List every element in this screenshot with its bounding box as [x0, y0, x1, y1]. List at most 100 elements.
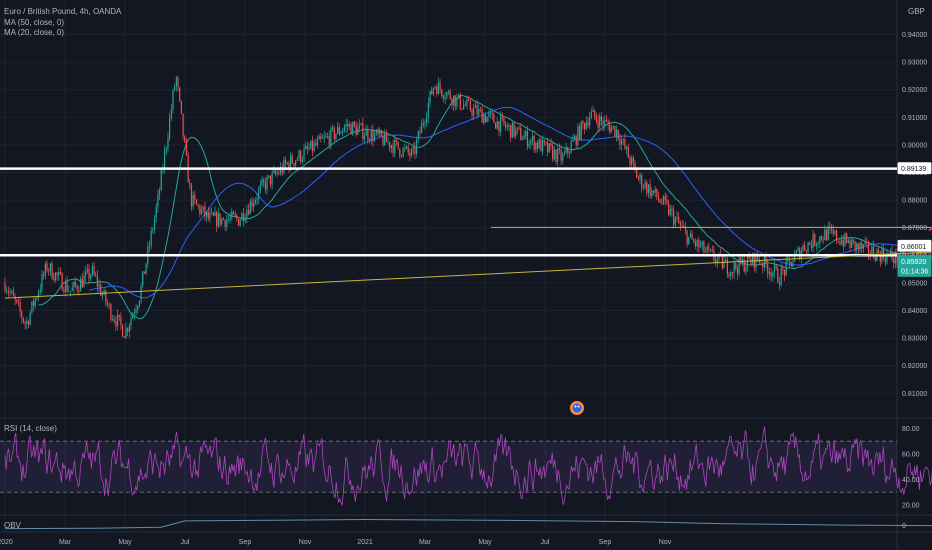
candle-body: [699, 245, 702, 248]
candle-body: [412, 147, 414, 150]
candle-body: [673, 210, 675, 225]
candle-body: [778, 282, 781, 285]
candle-body: [88, 268, 90, 279]
candle-body: [111, 319, 114, 320]
candle-body: [463, 104, 465, 109]
candle-body: [788, 258, 791, 262]
candle-body: [133, 312, 135, 315]
candle-body: [471, 110, 473, 116]
candle-body: [711, 249, 713, 251]
candle-body: [116, 314, 119, 327]
candle-body: [444, 97, 446, 99]
time-tick-label: May: [118, 539, 132, 546]
time-tick-label: Sep: [239, 539, 252, 546]
candle-body: [785, 260, 787, 276]
candle-body: [155, 206, 157, 219]
candle-body: [614, 126, 616, 137]
candle-body: [642, 187, 644, 189]
candle-body: [409, 152, 411, 156]
candle-body: [871, 246, 873, 255]
candle-body: [323, 136, 325, 139]
candle-body: [486, 116, 488, 123]
candle-body: [515, 129, 517, 137]
candle-body: [85, 271, 87, 277]
candle-body: [132, 314, 134, 319]
candle-body: [587, 122, 589, 126]
candle-body: [681, 225, 683, 227]
candle-body: [518, 127, 520, 129]
candle-body: [153, 218, 156, 230]
candle-body: [258, 189, 260, 199]
candle-body: [298, 150, 300, 160]
candle-body: [179, 87, 181, 101]
levels[interactable]: [0, 167, 897, 257]
obv-legend[interactable]: OBV: [4, 521, 21, 530]
candle-body: [293, 163, 295, 166]
rsi-line: [4, 426, 932, 506]
candle-body: [538, 139, 540, 149]
candle-body: [484, 115, 487, 123]
candle-body: [525, 131, 527, 136]
candle-body: [703, 241, 705, 253]
candle-body: [71, 287, 73, 291]
candle-body: [856, 243, 858, 250]
candle-body: [493, 114, 495, 123]
ma50-legend[interactable]: MA (50, close, 0): [4, 18, 65, 27]
candle-body: [164, 150, 166, 169]
time-tick-label: Nov: [659, 539, 672, 546]
candle-body: [375, 129, 377, 134]
candle-body: [64, 281, 67, 292]
candle-body: [706, 246, 708, 252]
candle-body: [338, 126, 340, 134]
support-badge[interactable]: 0.86001: [897, 239, 932, 252]
price-tick-label: 0.83000: [902, 336, 927, 343]
candle-body: [36, 297, 38, 299]
price-axis[interactable]: 0.940000.930000.920000.910000.900000.890…: [897, 32, 932, 530]
candle-body: [644, 182, 646, 188]
candle-body: [347, 124, 349, 127]
candle-body: [157, 194, 159, 207]
candle-body: [752, 253, 754, 264]
candle-body: [605, 120, 608, 122]
time-tick-label: Mar: [419, 539, 432, 546]
rsi-legend[interactable]: RSI (14, close): [4, 424, 57, 433]
candle-body: [22, 318, 25, 323]
candle-body: [137, 306, 139, 310]
candle-body: [108, 304, 110, 306]
candle-body: [209, 213, 211, 219]
candle-body: [446, 92, 448, 98]
candle-body: [313, 143, 315, 152]
candle-body: [442, 95, 445, 99]
candle-body: [53, 278, 55, 281]
candle-body: [666, 199, 668, 203]
candle-body: [506, 126, 508, 128]
trendlines[interactable]: [4, 226, 932, 299]
resistance-badge[interactable]: 0.89139: [897, 162, 932, 175]
candle-body: [735, 262, 737, 269]
candle-body: [832, 229, 834, 234]
candle-body: [768, 272, 770, 274]
candle-body: [305, 146, 307, 150]
ma20-legend[interactable]: MA (20, close, 0): [4, 28, 65, 37]
symbol-legend[interactable]: Euro / British Pound, 4h, OANDA: [4, 7, 122, 16]
candle-body: [276, 172, 278, 174]
candle-body: [740, 257, 742, 264]
candle-body: [83, 276, 85, 288]
time-axis[interactable]: 2020 Mar May Jul Sep Nov 2021 Mar May Jul Sep Nov: [0, 539, 672, 546]
candle-body: [377, 129, 379, 134]
candle-body: [140, 285, 142, 301]
candle-body: [222, 218, 224, 220]
candle-body: [342, 130, 344, 133]
candle-body: [32, 301, 35, 307]
candle-body: [631, 157, 633, 165]
last-price-badge[interactable]: 0.85920 01:14:36: [897, 255, 932, 277]
candle-body: [762, 263, 764, 268]
candle-body: [328, 135, 330, 145]
candle-body: [641, 175, 643, 188]
candle-body: [731, 272, 734, 274]
candle-body: [11, 290, 13, 293]
candle-body: [473, 107, 475, 116]
support-badge-text: 0.86001: [901, 244, 926, 251]
